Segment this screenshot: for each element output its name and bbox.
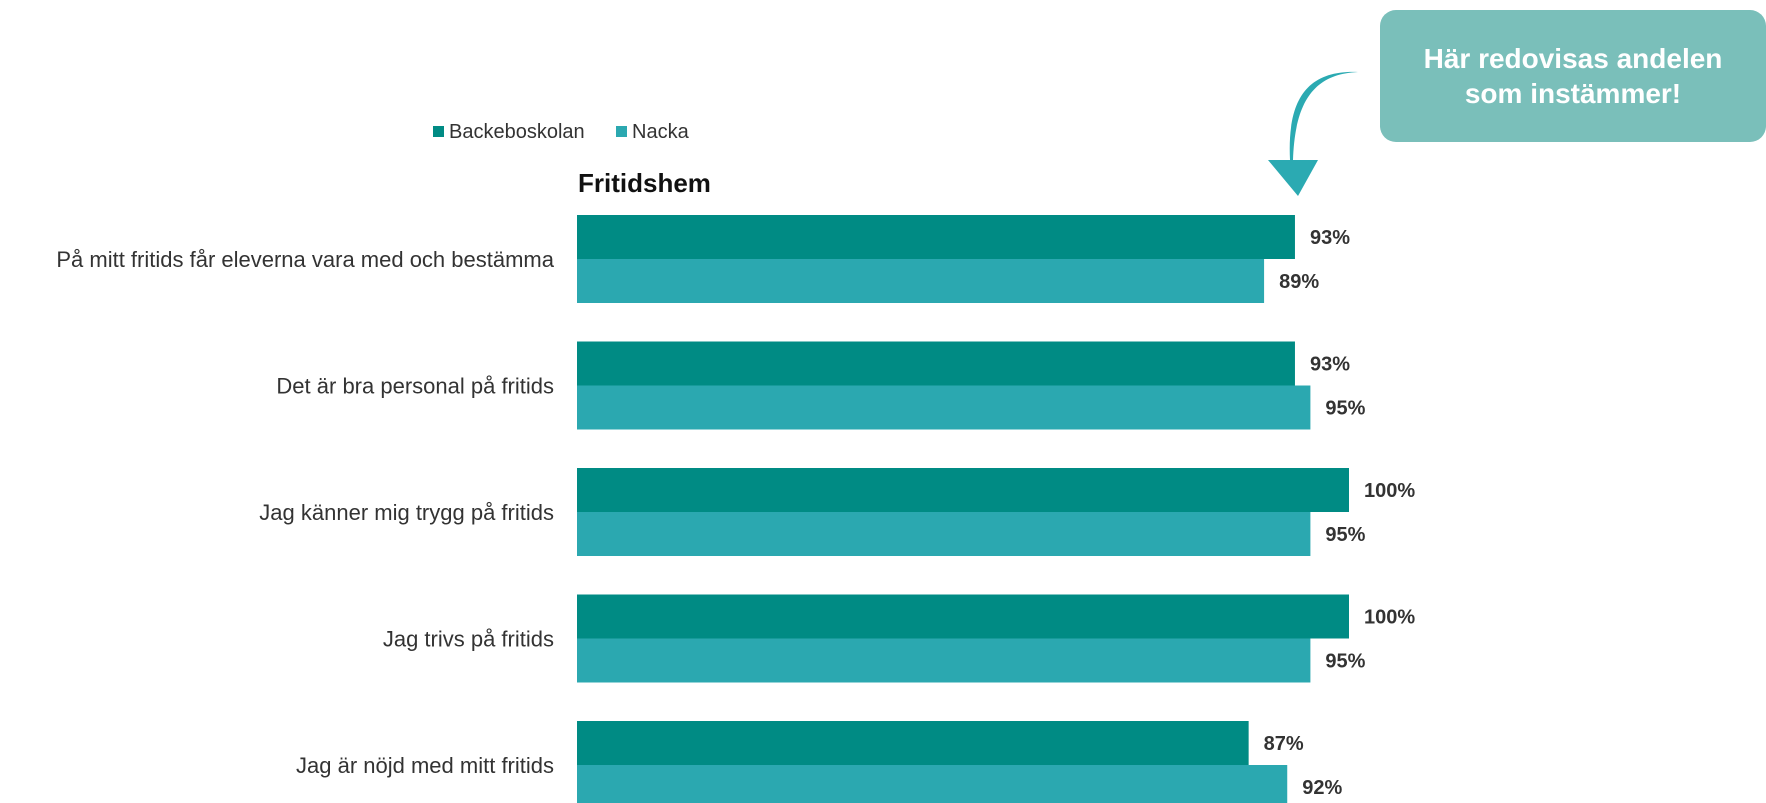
legend-label-nacka: Nacka: [632, 121, 690, 143]
bar-nacka: [577, 765, 1288, 803]
value-label: 95%: [1325, 398, 1365, 420]
bar-backeboskolan: [577, 215, 1295, 259]
category-label: På mitt fritids får eleverna vara med oc…: [56, 247, 554, 272]
legend: Backeboskolan Nacka: [433, 121, 690, 143]
callout-text: Här redovisas andelen som instämmer!: [1423, 43, 1723, 109]
bar-nacka: [577, 512, 1311, 556]
category-label: Det är bra personal på fritids: [276, 374, 554, 399]
bar-backeboskolan: [577, 721, 1249, 765]
legend-label-backeboskolan: Backeboskolan: [449, 121, 585, 143]
bar-nacka: [577, 638, 1311, 683]
value-label: 93%: [1310, 227, 1350, 249]
callout-box: Här redovisas andelen som instämmer!: [1380, 10, 1766, 142]
value-label: 92%: [1302, 777, 1342, 799]
bar-nacka: [577, 385, 1311, 430]
curved-arrow-icon: [1268, 71, 1358, 196]
category-label: Jag känner mig trygg på fritids: [259, 500, 554, 525]
value-label: 89%: [1279, 271, 1319, 293]
value-label: 93%: [1310, 354, 1350, 376]
value-label: 100%: [1364, 480, 1415, 502]
legend-swatch-nacka: [616, 126, 627, 137]
category-label: Jag trivs på fritids: [383, 627, 554, 652]
category-label: Jag är nöjd med mitt fritids: [296, 753, 554, 778]
bar-nacka: [577, 259, 1265, 303]
bar-backeboskolan: [577, 341, 1295, 386]
chart-title: Fritidshem: [578, 168, 711, 198]
value-label: 95%: [1325, 651, 1365, 673]
bar-backeboskolan: [577, 594, 1349, 639]
value-label: 87%: [1264, 733, 1304, 755]
value-label: 100%: [1364, 607, 1415, 629]
bar-backeboskolan: [577, 468, 1349, 512]
value-label: 95%: [1325, 524, 1365, 546]
plot-area: På mitt fritids får eleverna vara med oc…: [56, 215, 1415, 803]
legend-swatch-backeboskolan: [433, 126, 444, 137]
